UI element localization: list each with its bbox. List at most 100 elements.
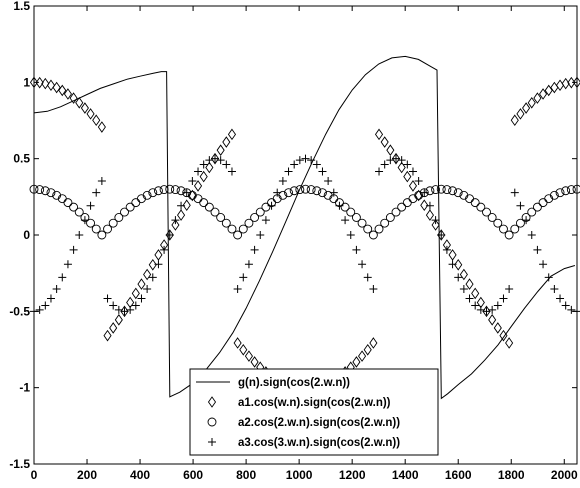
circle-marker <box>153 186 163 196</box>
circle-marker <box>448 186 458 196</box>
circle-marker <box>346 207 356 217</box>
circle-marker <box>357 218 367 228</box>
diamond-marker <box>454 258 463 271</box>
diamond-marker <box>216 144 225 156</box>
plus-marker <box>126 305 135 314</box>
plus-marker <box>420 188 429 197</box>
legend-symbol <box>207 396 217 408</box>
plus-marker <box>97 177 106 186</box>
plus-marker <box>205 156 214 165</box>
plus-marker <box>397 156 406 165</box>
diamond-marker <box>369 337 378 349</box>
circle-marker <box>46 188 56 198</box>
circle-marker <box>63 198 73 208</box>
plus-marker <box>414 177 423 186</box>
circle-marker <box>250 213 260 222</box>
circle-marker <box>549 190 559 200</box>
plus-marker <box>403 160 412 169</box>
diamond-marker <box>471 287 480 300</box>
circle-marker <box>385 213 395 222</box>
circle-marker <box>295 185 305 195</box>
circle-marker <box>504 230 514 240</box>
circle-marker <box>120 207 129 217</box>
plus-marker <box>75 231 84 239</box>
circle-marker <box>351 213 361 222</box>
x-axis: 0 200 400 600 800 1000 1200 1400 1600 1800 2000 <box>31 6 578 482</box>
diamond-marker <box>539 88 548 100</box>
diamond-marker <box>205 161 214 174</box>
plus-marker <box>358 260 367 269</box>
y-tick-label: -1.5 <box>9 457 30 471</box>
diamond-marker <box>510 114 519 127</box>
diamond-marker <box>86 108 95 120</box>
plus-marker <box>58 273 67 282</box>
circle-marker <box>363 224 373 234</box>
diamond-marker <box>92 114 101 127</box>
plus-marker <box>510 188 519 197</box>
diamond-marker <box>75 97 84 109</box>
circle-marker <box>289 186 299 196</box>
circle-marker <box>40 186 50 196</box>
circle-marker <box>510 224 520 234</box>
plus-marker <box>437 231 446 239</box>
diamond-marker <box>499 329 508 342</box>
circle-marker <box>482 207 491 217</box>
plus-marker <box>561 301 570 310</box>
plus-marker <box>459 284 468 293</box>
circle-marker <box>207 417 217 427</box>
circle-marker <box>204 202 214 212</box>
diamond-marker <box>437 229 446 241</box>
diamond-marker <box>58 84 67 97</box>
plus-marker <box>539 260 548 269</box>
plus-marker <box>476 305 485 314</box>
circle-marker <box>125 202 135 212</box>
plus-marker <box>465 294 474 303</box>
diamond-marker <box>533 92 542 104</box>
plus-marker <box>375 167 384 176</box>
plus-marker <box>352 245 361 254</box>
circle-marker <box>176 186 186 196</box>
plus-marker <box>556 294 565 303</box>
diamond-marker <box>193 180 203 192</box>
plus-marker <box>482 307 491 316</box>
circle-marker <box>425 186 435 196</box>
diamond-marker <box>374 128 384 141</box>
diamond-marker <box>69 92 78 104</box>
plus-marker <box>227 167 236 176</box>
diamond-marker <box>227 128 237 141</box>
diamond-marker <box>244 350 253 362</box>
y-tick-label: 1.5 <box>13 0 30 13</box>
diamond-marker <box>425 209 434 221</box>
plus-marker <box>522 216 531 225</box>
plus-marker <box>312 160 321 169</box>
plus-marker <box>148 273 157 282</box>
plus-marker <box>550 284 559 293</box>
plus-marker <box>103 294 112 303</box>
diamond-marker <box>352 356 361 368</box>
circle-marker <box>91 224 101 234</box>
circle-marker <box>278 190 288 200</box>
diamond-marker <box>420 199 429 212</box>
circle-marker <box>470 198 480 208</box>
plus-marker <box>431 216 440 225</box>
plus-marker <box>363 273 372 282</box>
circle-marker <box>572 184 580 194</box>
diamond-marker <box>250 356 259 368</box>
plus-marker <box>256 231 265 239</box>
diamond-marker <box>448 249 457 261</box>
y-tick-label: 0 <box>23 228 30 242</box>
diamond-marker <box>46 79 56 92</box>
plus-marker <box>199 160 208 169</box>
diamond-marker <box>431 219 440 231</box>
circle-marker <box>397 202 407 212</box>
diamond-marker <box>567 76 576 89</box>
diamond-marker <box>143 268 152 281</box>
x-tick-label: 0 <box>31 468 38 482</box>
plus-marker <box>171 216 180 225</box>
plus-marker <box>493 301 502 310</box>
circle-marker <box>487 213 497 222</box>
plus-marker <box>35 305 44 314</box>
diamond-marker <box>52 81 61 94</box>
plus-marker <box>86 201 95 210</box>
